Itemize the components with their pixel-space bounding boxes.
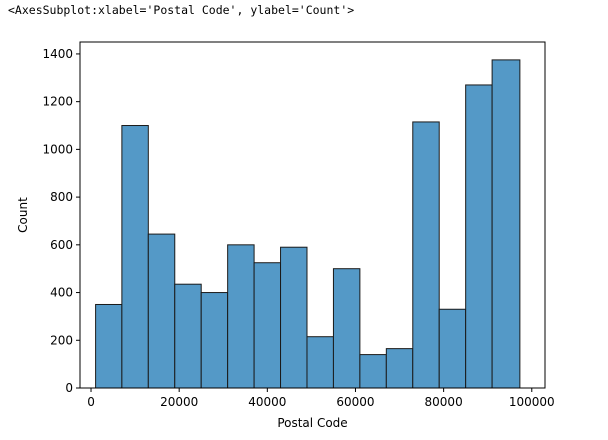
y-tick-label: 800 [50,190,73,204]
y-tick-label: 1000 [42,142,73,156]
histogram-bar [438,308,467,389]
x-tick-label: 80000 [425,395,463,409]
histogram-bar [306,336,334,389]
histogram-bar [95,303,123,389]
x-tick-label: 100000 [509,395,555,409]
y-tick-label: 200 [50,333,73,347]
histogram-bar [227,244,255,389]
histogram-bar [280,246,308,389]
histogram-bar [121,125,149,389]
bars-group [95,59,521,389]
y-tick-label: 400 [50,286,73,300]
x-tick-label: 0 [87,395,95,409]
x-axis-ticks: 0 20000 40000 60000 80000 100000 [87,388,555,409]
cell-output-repr: <AxesSubplot:xlabel='Postal Code', ylabe… [8,3,355,17]
y-tick-label: 0 [65,381,73,395]
y-tick-label: 600 [50,238,73,252]
x-tick-label: 20000 [160,395,198,409]
y-axis-ticks: 0 200 400 600 800 1000 1200 1400 [42,47,80,395]
histogram-bar [491,59,521,389]
x-tick-label: 60000 [336,395,374,409]
histogram-bar [332,268,361,389]
histogram-bar [174,283,202,389]
histogram-bar [359,354,387,389]
histogram-bar [465,84,493,389]
y-tick-label: 1200 [42,95,73,109]
x-tick-label: 40000 [248,395,286,409]
y-tick-label: 1400 [42,47,73,61]
histogram-bar [147,233,176,389]
histogram-bar [385,348,414,389]
y-axis-label: Count [16,197,30,233]
histogram-bar [412,121,440,389]
histogram-bar [200,292,229,389]
histogram-bar [253,262,282,389]
x-axis-label: Postal Code [277,416,347,430]
axes-frame [79,41,546,389]
